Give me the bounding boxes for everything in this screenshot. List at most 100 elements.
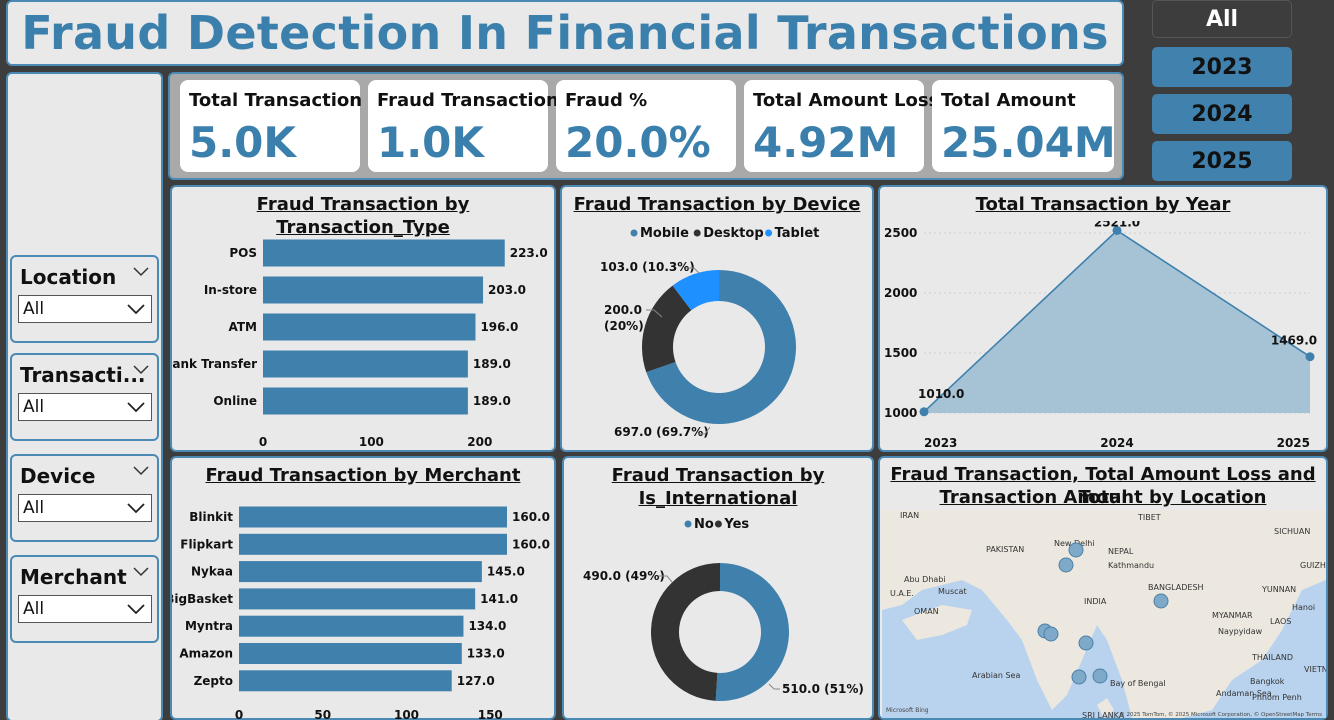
location-bubble — [1068, 542, 1084, 558]
location-dropdown[interactable]: All — [18, 295, 152, 323]
device-dropdown[interactable]: All — [18, 494, 152, 522]
location-bubble — [1043, 626, 1059, 642]
year-area-chart: 1000 1500 2000 2500 1010.0 2521.0 1469.0 2023 20… — [884, 221, 1317, 450]
chart-title-line-1: Fraud Transaction by — [611, 465, 825, 486]
merchant-slicer: Merchant All — [10, 555, 159, 643]
map-place-label: Naypyidaw — [1218, 627, 1263, 636]
legend-marker — [630, 229, 638, 237]
merchant-dropdown[interactable]: All — [18, 595, 152, 623]
data-label: 196.0 — [480, 320, 518, 334]
data-label: 1010.0 — [918, 387, 964, 401]
location-bubble — [1153, 593, 1169, 609]
data-label: 133.0 — [467, 647, 505, 661]
slice-mobile — [646, 270, 796, 424]
device-slicer-label: Device — [20, 464, 96, 488]
kpi-fraud-transaction: Fraud Transaction 1.0K — [368, 80, 559, 172]
category-label: Flipkart — [180, 537, 233, 551]
bar-flipkart — [239, 533, 507, 555]
chart-card-device[interactable]: Fraud Transaction by Device Mobile Deskto… — [560, 185, 874, 452]
map-place-label: LAOS — [1270, 617, 1291, 626]
chart-card-merchant[interactable]: Fraud Transaction by Merchant Blinkit 160… — [170, 456, 556, 720]
map-place-label: U.A.E. — [890, 589, 914, 598]
data-point — [1305, 352, 1315, 362]
map-place-label: Kathmandu — [1108, 561, 1154, 570]
legend-label: Yes — [723, 517, 749, 532]
category-label: ATM — [229, 320, 257, 334]
legend-label: No — [694, 517, 714, 532]
slice-no — [715, 563, 789, 701]
chevron-down-icon[interactable] — [133, 466, 149, 476]
transaction-type-dropdown[interactable]: All — [18, 393, 152, 421]
legend-marker — [765, 229, 773, 237]
category-label: POS — [229, 246, 257, 260]
map-place-label: THAILAND — [1251, 653, 1293, 662]
bar-atm — [263, 313, 476, 341]
chart-card-year[interactable]: Total Transaction by Year 1000 1500 2000 25… — [878, 185, 1328, 452]
data-label: 127.0 — [457, 674, 495, 688]
x-tick-label: 200 — [467, 435, 492, 449]
chart-title: Total Transaction by Year — [975, 194, 1231, 215]
data-label: 134.0 — [468, 619, 506, 633]
x-tick-label: 0 — [259, 435, 267, 449]
kpi-value: 1.0K — [377, 118, 484, 167]
x-tick-label: 100 — [394, 708, 419, 720]
location-map[interactable]: IRAN PAKISTAN New Delhi NEPAL Kathmandu TIBET… — [882, 510, 1326, 718]
chevron-down-icon[interactable] — [133, 567, 149, 577]
device-dropdown-value: All — [23, 498, 45, 518]
category-label: Blinkit — [189, 510, 233, 524]
location-bubble — [1071, 669, 1087, 685]
chevron-down-icon — [127, 503, 145, 514]
data-label: 490.0 (49%) — [583, 569, 665, 583]
x-tick-label: 2025 — [1277, 436, 1310, 450]
legend-marker — [684, 520, 692, 528]
bar-nykaa — [239, 561, 482, 583]
data-label: 160.0 — [512, 510, 550, 524]
map-place-label: SICHUAN — [1274, 527, 1310, 536]
category-label: Nykaa — [191, 565, 233, 579]
chart-card-international[interactable]: Fraud Transaction by Is_International No… — [562, 456, 874, 720]
dashboard-title-box: Fraud Detection In Financial Transaction… — [6, 0, 1124, 66]
device-slicer: Device All — [10, 454, 159, 542]
kpi-total-amount: Total Amount 25.04M — [932, 80, 1116, 172]
year-button-2023[interactable]: 2023 — [1152, 47, 1292, 87]
data-label: 189.0 — [473, 357, 511, 371]
land-sri-lanka — [1097, 698, 1114, 718]
chevron-down-icon — [127, 304, 145, 315]
chevron-down-icon[interactable] — [133, 267, 149, 277]
kpi-fraud-percent: Fraud % 20.0% — [556, 80, 736, 172]
map-place-label: VIETN — [1304, 665, 1326, 674]
merchant-dropdown-value: All — [23, 599, 45, 619]
legend-label: Desktop — [703, 226, 763, 241]
year-button-2025[interactable]: 2025 — [1152, 141, 1292, 181]
map-place-label: Bay of Bengal — [1110, 679, 1166, 688]
location-dropdown-value: All — [23, 299, 45, 319]
map-bing-label: Microsoft Bing — [886, 707, 929, 714]
leader-line — [646, 309, 663, 318]
bar-online — [263, 387, 468, 415]
year-button-all[interactable]: All — [1152, 0, 1292, 38]
chart-card-transaction-type[interactable]: Fraud Transaction by Transaction_Type PO… — [170, 185, 556, 452]
y-tick-label: 2000 — [884, 286, 917, 300]
y-tick-label: 2500 — [884, 226, 917, 240]
kpi-label: Total Amount Loss — [753, 90, 940, 111]
location-slicer-label: Location — [20, 265, 117, 289]
map-place-label: Andaman Sea — [1216, 689, 1272, 698]
legend-marker — [693, 229, 701, 237]
data-label: 1469.0 — [1271, 334, 1317, 348]
year-button-2024[interactable]: 2024 — [1152, 94, 1292, 134]
location-bubble — [1078, 635, 1094, 651]
map-place-label: OMAN — [914, 607, 939, 616]
data-label: 223.0 — [510, 246, 548, 260]
data-label: (20%) — [604, 319, 644, 333]
kpi-value: 25.04M — [941, 118, 1116, 167]
chevron-down-icon[interactable] — [133, 365, 149, 375]
leader-line — [698, 426, 711, 435]
map-place-label: IRAN — [900, 511, 919, 520]
map-place-label: PAKISTAN — [986, 545, 1024, 554]
map-place-label: TIBET — [1137, 513, 1161, 522]
kpi-total-amount-loss: Total Amount Loss 4.92M — [744, 80, 939, 172]
map-place-label: Bangkok — [1250, 677, 1285, 686]
map-place-label: Abu Dhabi — [904, 575, 946, 584]
y-tick-label: 1000 — [884, 406, 917, 420]
